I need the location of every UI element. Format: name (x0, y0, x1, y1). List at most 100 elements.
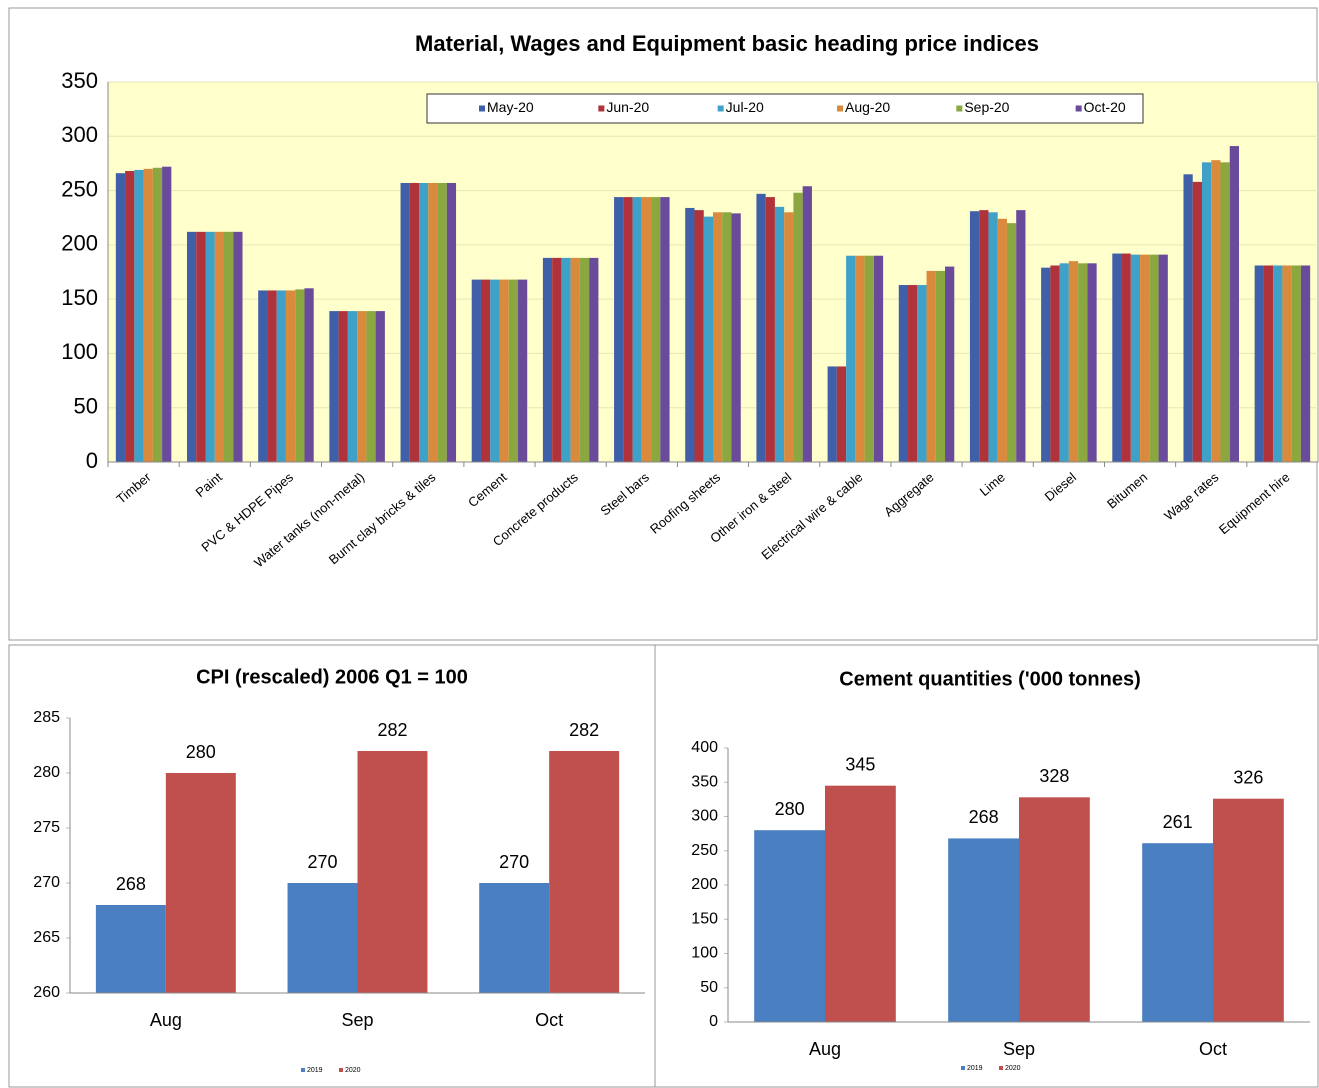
bar (1213, 798, 1284, 1022)
y-tick-label: 265 (33, 929, 60, 946)
bar (508, 279, 518, 462)
bar (1050, 265, 1060, 462)
bar (357, 751, 428, 993)
bar (287, 883, 358, 993)
bar (660, 197, 670, 463)
bar (1192, 181, 1202, 462)
bar (125, 171, 135, 462)
bar (731, 213, 741, 462)
bar (864, 255, 874, 462)
legend-label: Sep-20 (964, 99, 1009, 115)
bar (825, 785, 896, 1022)
y-tick-label: 350 (61, 68, 98, 93)
y-tick-label: 300 (61, 122, 98, 147)
bar (1254, 265, 1264, 462)
y-tick-label: 100 (691, 945, 718, 962)
bar (552, 257, 562, 462)
bar (162, 166, 172, 462)
bar (685, 207, 695, 462)
bar (1087, 263, 1097, 462)
legend-swatch (837, 105, 843, 112)
y-tick-label: 50 (74, 394, 98, 419)
y-tick-label: 0 (709, 1013, 718, 1030)
data-label: 261 (1163, 812, 1193, 832)
bar (295, 289, 305, 462)
bar (979, 210, 989, 462)
bar (446, 182, 457, 462)
bar (614, 197, 624, 463)
bar (1291, 265, 1301, 462)
chart-title: Cement quantities ('000 tonnes) (839, 668, 1140, 690)
bar (802, 186, 812, 462)
bar (1059, 263, 1069, 462)
legend-swatch (479, 105, 485, 112)
legend-label: Jun-20 (606, 99, 649, 115)
bar (267, 290, 277, 462)
legend-box (426, 93, 1144, 124)
bar (1068, 261, 1079, 462)
bar (722, 212, 732, 462)
bar (623, 197, 633, 463)
y-tick-label: 250 (61, 176, 98, 201)
bar (988, 212, 998, 462)
bar (1130, 254, 1141, 462)
bar (233, 231, 243, 462)
bar (258, 290, 268, 462)
bar (165, 773, 236, 993)
bar (115, 173, 126, 462)
legend-swatch (301, 1068, 305, 1072)
bar (285, 290, 296, 462)
bar (542, 257, 553, 462)
bar (517, 279, 528, 462)
bar (969, 211, 980, 462)
y-tick-label: 275 (33, 819, 60, 836)
bar (579, 257, 590, 462)
legend-label: 2020 (1005, 1065, 1021, 1072)
bar (1158, 254, 1168, 462)
y-tick-label: 150 (61, 285, 98, 310)
legend-label: Jul-20 (726, 99, 764, 115)
bar (784, 212, 794, 462)
bar (329, 311, 339, 462)
x-tick-label: Oct (1199, 1039, 1227, 1059)
data-label: 280 (775, 799, 805, 819)
bar (589, 257, 599, 462)
y-tick-label: 350 (691, 773, 718, 790)
legend-swatch (598, 105, 605, 112)
bar (1273, 265, 1283, 462)
legend-swatch (956, 105, 963, 112)
bar (304, 288, 314, 462)
bar (1140, 254, 1150, 462)
data-label: 328 (1039, 766, 1069, 786)
bar (276, 290, 286, 462)
y-tick-label: 300 (691, 808, 718, 825)
panel (8, 644, 656, 1088)
data-label: 282 (377, 720, 407, 740)
x-tick-label: Sep (341, 1010, 373, 1030)
bar (561, 257, 571, 462)
bar (1078, 263, 1088, 462)
bar (873, 255, 884, 462)
bar (196, 231, 206, 462)
bar (713, 212, 723, 462)
bar (774, 206, 785, 462)
bar (1300, 265, 1311, 462)
bar (765, 197, 775, 463)
bar (754, 830, 825, 1022)
x-tick-label: Sep (1003, 1039, 1035, 1059)
y-tick-label: 270 (33, 874, 60, 891)
bar (935, 270, 946, 462)
data-label: 270 (499, 852, 529, 872)
bar (479, 883, 550, 993)
bar (1201, 162, 1212, 463)
data-label: 345 (845, 754, 875, 774)
bar (1183, 174, 1193, 463)
bar (224, 231, 234, 462)
bar (997, 218, 1007, 462)
bar (437, 182, 447, 462)
data-label: 268 (969, 807, 999, 827)
legend-label: 2019 (307, 1067, 323, 1074)
bar (570, 257, 580, 462)
bar (917, 285, 927, 462)
